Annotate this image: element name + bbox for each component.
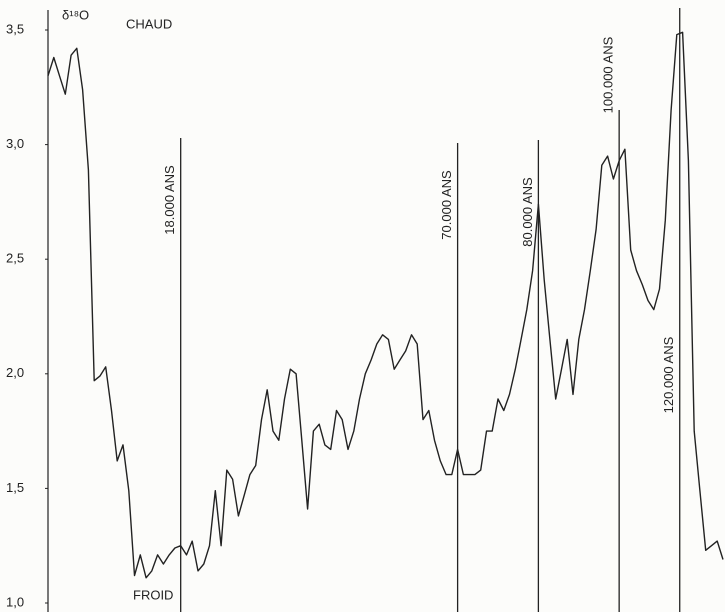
- marker-label: 18.000 ANS: [162, 165, 177, 235]
- y-tick-label: 3,5: [6, 21, 24, 36]
- annotation: CHAUD: [126, 16, 172, 31]
- marker-label: 120.000 ANS: [661, 336, 676, 413]
- marker-label: 70.000 ANS: [439, 170, 454, 240]
- annotation: FROID: [133, 587, 173, 602]
- y-tick-label: 3,0: [6, 136, 24, 151]
- y-tick-label: 1,5: [6, 480, 24, 495]
- y-tick-label: 2,0: [6, 365, 24, 380]
- y-tick-label: 2,5: [6, 251, 24, 266]
- marker-label: 100.000 ANS: [601, 36, 616, 113]
- y-tick-label: 1,0: [6, 594, 24, 609]
- y-axis-label: δ¹⁸O: [62, 7, 89, 22]
- data-line: [47, 31, 724, 579]
- marker-label: 80.000 ANS: [520, 177, 535, 247]
